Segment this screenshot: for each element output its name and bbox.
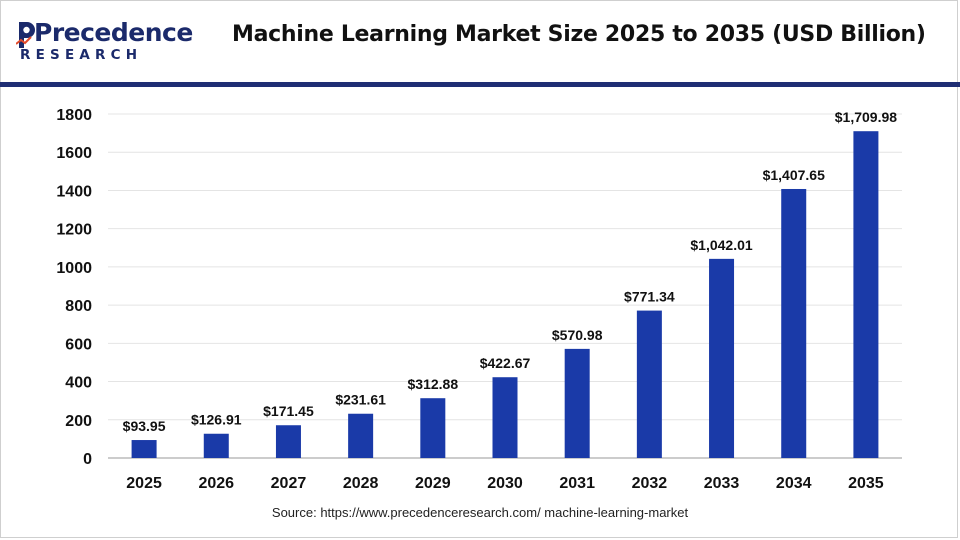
data-label-2028: $231.61	[335, 392, 386, 408]
y-tick-label: 800	[65, 298, 92, 315]
x-tick-label: 2031	[559, 475, 595, 492]
bar-2030	[492, 377, 518, 458]
y-tick-label: 0	[83, 451, 92, 468]
x-tick-label: 2035	[848, 475, 884, 492]
x-tick-label: 2025	[126, 475, 162, 492]
x-tick-label: 2028	[343, 475, 379, 492]
bar-chart: 0 200 400 600 800 1000 1200 1400 1600 1800 $93.95…	[56, 107, 902, 492]
bar-2026	[203, 433, 229, 458]
x-tick-label: 2033	[704, 475, 740, 492]
x-tick-label: 2026	[198, 475, 234, 492]
data-label-2025: $93.95	[123, 418, 166, 434]
x-tick-label: 2027	[271, 475, 307, 492]
y-tick-label: 1600	[56, 145, 92, 162]
bar-2025	[131, 440, 157, 458]
header-divider	[0, 82, 960, 87]
logo-name: Precedence	[34, 18, 193, 47]
chart-title: Machine Learning Market Size 2025 to 203…	[232, 22, 926, 47]
data-label-2029: $312.88	[408, 376, 459, 392]
precedence-research-logo: Precedence RESEARCH	[16, 16, 193, 66]
y-tick-label: 400	[65, 375, 92, 392]
bar-2035	[853, 131, 879, 458]
bar-2034	[781, 188, 807, 458]
x-axis-ticks: 2025 2026 2027 2028 2029 2030 2031 2032 2033 2034…	[126, 475, 884, 492]
bar-2028	[348, 413, 374, 458]
x-tick-label: 2034	[776, 475, 812, 492]
data-label-2033: $1,042.01	[690, 237, 752, 253]
bars	[131, 131, 879, 458]
y-tick-label: 600	[65, 336, 92, 353]
y-tick-label: 1200	[56, 222, 92, 239]
y-tick-label: 1800	[56, 107, 92, 124]
data-label-2026: $126.91	[191, 412, 242, 428]
logo-p-icon	[16, 22, 35, 48]
bar-2027	[275, 425, 301, 458]
data-label-2030: $422.67	[480, 355, 531, 371]
data-label-2027: $171.45	[263, 403, 314, 419]
y-tick-label: 200	[65, 413, 92, 430]
source-note: Source: https://www.precedenceresearch.c…	[271, 505, 689, 520]
bar-2029	[420, 398, 446, 458]
data-label-2032: $771.34	[624, 289, 675, 305]
x-tick-label: 2030	[487, 475, 523, 492]
data-labels: $93.95 $126.91 $171.45 $231.61 $312.88 $422.6…	[123, 109, 898, 434]
data-label-2031: $570.98	[552, 327, 603, 343]
y-axis-ticks: 0 200 400 600 800 1000 1200 1400 1600 1800	[56, 107, 92, 468]
data-label-2034: $1,407.65	[763, 167, 825, 183]
header: Precedence RESEARCH Machine Learning Mar…	[0, 0, 960, 87]
y-tick-label: 1400	[56, 183, 92, 200]
bar-2031	[564, 348, 590, 458]
bar-2033	[709, 258, 735, 458]
y-tick-label: 1000	[56, 260, 92, 277]
bar-2032	[636, 310, 662, 458]
x-tick-label: 2032	[632, 475, 668, 492]
logo-subtitle: RESEARCH	[20, 47, 143, 63]
data-label-2035: $1,709.98	[835, 109, 897, 125]
x-tick-label: 2029	[415, 475, 451, 492]
